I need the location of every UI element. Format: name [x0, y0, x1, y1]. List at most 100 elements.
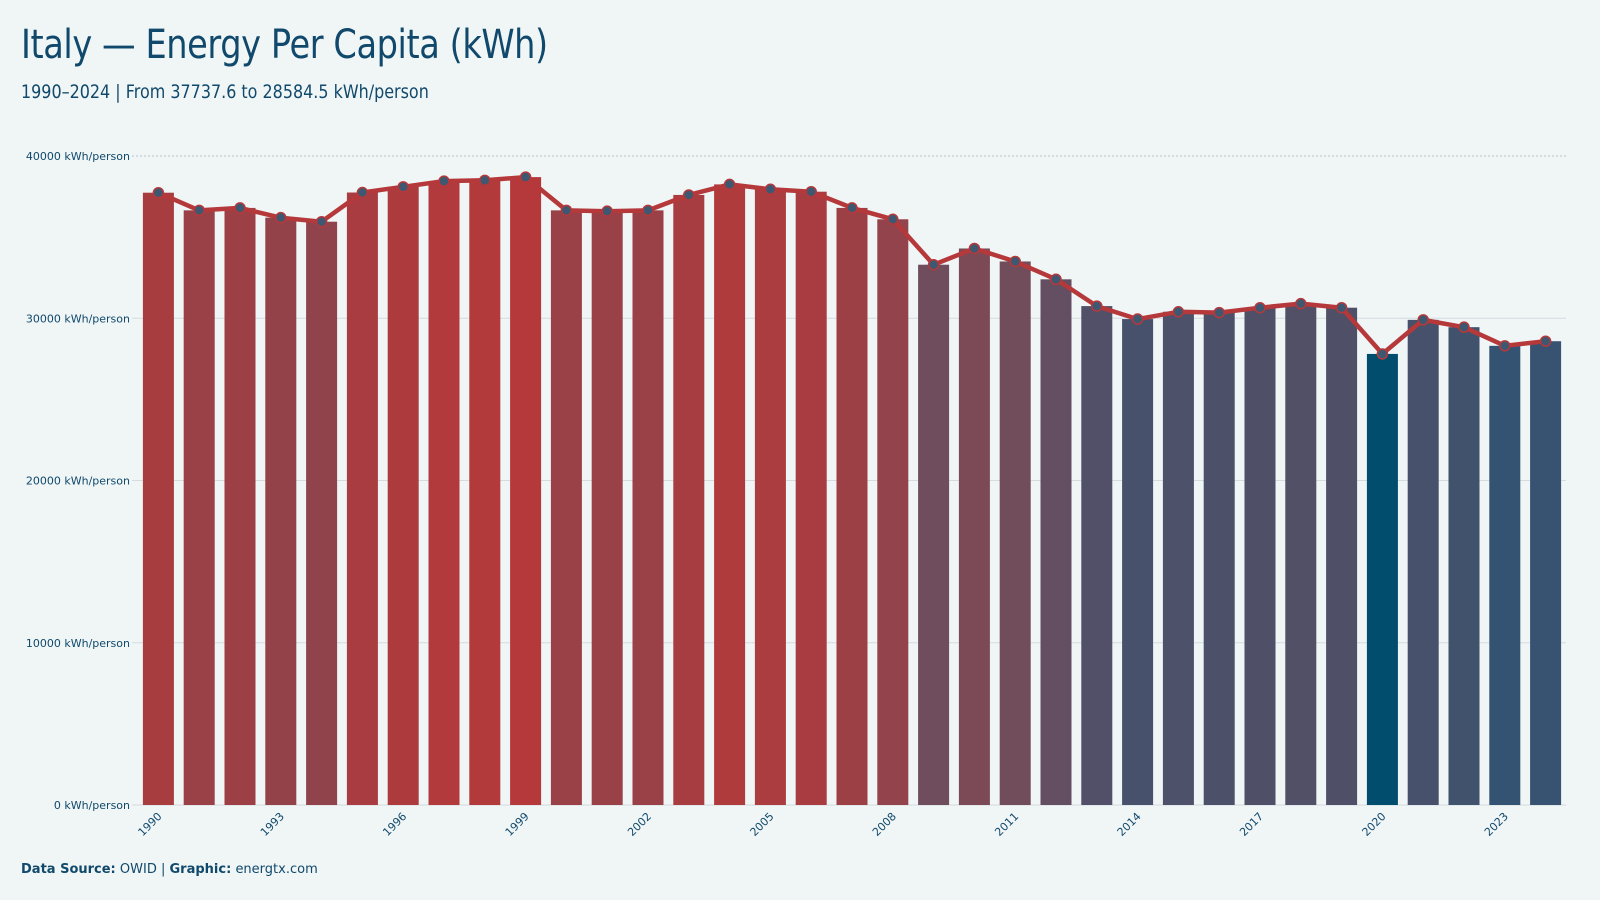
bar-2002 — [632, 210, 664, 805]
graphic-value: energtx.com — [235, 862, 318, 877]
point-2002 — [642, 204, 654, 217]
bar-2019 — [1326, 307, 1358, 805]
bar-2005 — [754, 189, 786, 806]
bar-1993 — [265, 217, 297, 805]
bar-2000 — [550, 210, 582, 805]
x-tick-label: 1999 — [503, 810, 532, 839]
bar-2008 — [877, 219, 909, 806]
point-1999 — [519, 171, 532, 183]
bar-1998 — [469, 180, 501, 805]
bar-2010 — [958, 248, 990, 806]
point-1996 — [397, 181, 409, 193]
bar-1999 — [510, 177, 542, 805]
point-2015 — [1172, 306, 1185, 318]
point-2000 — [560, 204, 573, 217]
point-2008 — [887, 213, 899, 226]
bar-1996 — [387, 186, 419, 805]
point-2007 — [846, 202, 858, 214]
bar-1992 — [224, 207, 256, 806]
y-tick-label: 0 kWh/person — [54, 799, 130, 812]
x-tick-label: 1993 — [258, 810, 287, 839]
point-2001 — [601, 205, 613, 217]
bar-2014 — [1122, 319, 1154, 805]
bar-2006 — [795, 191, 827, 805]
bar-2004 — [714, 184, 746, 806]
x-tick-label: 2020 — [1360, 810, 1389, 839]
point-2017 — [1254, 301, 1266, 314]
bar-2003 — [673, 194, 705, 805]
point-1994 — [315, 215, 328, 228]
bar-1990 — [142, 192, 174, 805]
point-1998 — [479, 174, 491, 187]
bar-1994 — [306, 221, 338, 805]
bar-2016 — [1203, 312, 1235, 805]
point-1997 — [438, 175, 450, 187]
source-value: OWID — [119, 862, 157, 877]
bar-2012 — [1040, 279, 1072, 805]
y-axis-labels: 0 kWh/person 10000 kWh/person 20000 kWh/pe… — [26, 150, 130, 812]
chart-subtitle: 1990–2024 | From 37737.6 to 28584.5 kWh/… — [21, 81, 429, 103]
bar-2011 — [999, 261, 1031, 805]
point-2012 — [1050, 273, 1062, 286]
point-2011 — [1009, 255, 1021, 268]
y-tick-label: 10000 kWh/person — [26, 637, 130, 650]
bar-2021 — [1407, 319, 1439, 805]
bar-2015 — [1162, 311, 1194, 805]
point-2013 — [1091, 300, 1103, 312]
point-2022 — [1458, 321, 1470, 333]
bar-1997 — [428, 181, 460, 805]
x-tick-label: 1996 — [380, 810, 409, 839]
bar-2013 — [1081, 306, 1113, 805]
x-tick-label: 2023 — [1482, 810, 1511, 839]
bar-2009 — [918, 264, 950, 805]
point-2005 — [764, 183, 777, 196]
x-tick-label: 1990 — [136, 810, 165, 839]
point-2020 — [1376, 348, 1389, 360]
point-2010 — [968, 242, 981, 255]
footer: Data Source: OWID | Graphic: energtx.com — [21, 862, 318, 877]
point-1995 — [356, 186, 369, 199]
y-tick-label: 30000 kWh/person — [26, 312, 130, 325]
chart-title: Italy — Energy Per Capita (kWh) — [21, 22, 548, 68]
bar-2018 — [1285, 303, 1317, 805]
bar-1991 — [183, 210, 215, 805]
point-2023 — [1499, 340, 1511, 352]
point-1990 — [152, 186, 165, 199]
bar-1995 — [346, 192, 378, 806]
x-tick-label: 2017 — [1237, 810, 1266, 839]
trend-line — [152, 171, 1552, 360]
bars — [142, 177, 1562, 806]
point-2014 — [1131, 313, 1144, 325]
footer-separator: | — [160, 862, 166, 877]
point-2019 — [1335, 301, 1348, 314]
point-2016 — [1213, 306, 1225, 319]
point-1991 — [193, 204, 205, 217]
x-axis-labels: 1990 1993 1996 1999 2002 2005 2008 2011 2014 2017… — [136, 810, 1511, 839]
x-tick-label: 2011 — [992, 810, 1021, 839]
point-2003 — [683, 189, 695, 201]
point-1993 — [275, 211, 287, 224]
bar-2001 — [591, 211, 623, 806]
x-tick-label: 2005 — [748, 810, 777, 839]
x-tick-label: 2014 — [1115, 810, 1144, 839]
bar-2007 — [836, 207, 868, 806]
bar-2024 — [1530, 341, 1562, 805]
bar-2017 — [1244, 307, 1276, 805]
point-2024 — [1539, 335, 1552, 347]
graphic-label: Graphic: — [169, 862, 232, 877]
point-2021 — [1417, 314, 1429, 326]
x-tick-label: 2008 — [870, 810, 899, 839]
point-2009 — [927, 258, 940, 271]
point-2004 — [723, 178, 736, 191]
source-label: Data Source: — [21, 862, 116, 877]
bar-2023 — [1489, 345, 1521, 805]
point-1992 — [234, 202, 246, 214]
point-2006 — [805, 185, 817, 198]
bar-2020 — [1366, 353, 1398, 805]
y-tick-label: 40000 kWh/person — [26, 150, 130, 163]
point-2018 — [1295, 297, 1307, 310]
x-tick-label: 2002 — [625, 810, 654, 839]
bar-2022 — [1448, 327, 1480, 805]
y-tick-label: 20000 kWh/person — [26, 475, 130, 488]
